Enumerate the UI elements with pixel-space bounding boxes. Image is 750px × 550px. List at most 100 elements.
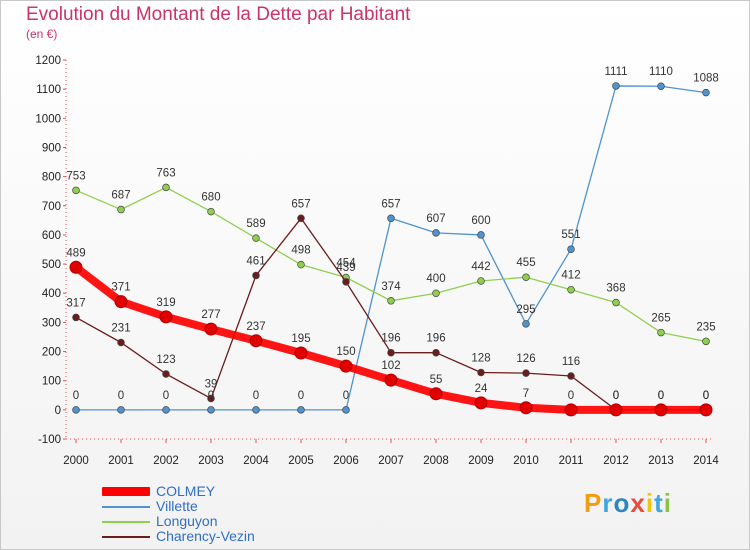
- data-label-colmey: 371: [111, 282, 130, 294]
- data-label-charency-vezin: 657: [291, 198, 310, 210]
- data-label-charency-vezin: 317: [66, 297, 85, 309]
- data-label-charency-vezin: 439: [336, 262, 355, 274]
- data-point-colmey: [564, 403, 578, 417]
- data-label-villette: 0: [208, 390, 214, 402]
- data-label-colmey: 0: [568, 390, 574, 402]
- x-tick-label: 2001: [108, 455, 134, 467]
- chart-subtitle: (en €): [26, 27, 58, 41]
- data-label-colmey: 277: [201, 309, 220, 321]
- data-label-villette: 1110: [649, 66, 673, 78]
- logo-letter: o: [613, 488, 631, 518]
- data-point-villette: [72, 406, 80, 414]
- data-point-colmey: [249, 334, 263, 348]
- legend-item-colmey[interactable]: COLMEY: [102, 484, 255, 499]
- data-label-villette: 1088: [693, 73, 719, 85]
- y-tick-label: 1100: [36, 84, 61, 96]
- data-label-charency-vezin: 0: [613, 390, 619, 402]
- data-label-charency-vezin: 196: [381, 333, 400, 345]
- data-point-colmey: [204, 322, 218, 336]
- data-point-charency-vezin: [207, 394, 215, 403]
- data-point-charency-vezin: [252, 271, 260, 280]
- y-tick-label: 500: [42, 259, 61, 271]
- data-label-charency-vezin: 116: [562, 356, 580, 368]
- data-label-longuyon: 763: [156, 167, 175, 179]
- data-point-charency-vezin: [342, 278, 350, 286]
- data-label-villette: 0: [163, 390, 169, 402]
- data-point-colmey: [339, 359, 353, 373]
- x-tick-label: 2008: [423, 455, 449, 467]
- data-label-villette: 0: [118, 390, 124, 402]
- data-label-longuyon: 265: [651, 313, 670, 325]
- data-point-longuyon: [522, 273, 530, 281]
- data-label-longuyon: 455: [516, 257, 535, 269]
- data-point-colmey: [654, 403, 668, 417]
- legend-swatch-colmey: [102, 487, 150, 496]
- data-label-longuyon: 412: [561, 270, 580, 282]
- data-point-charency-vezin: [162, 370, 170, 378]
- y-tick-label: 200: [42, 347, 61, 359]
- y-tick-label: -100: [38, 434, 61, 446]
- legend-label-longuyon: Longuyon: [156, 513, 218, 529]
- legend-item-longuyon[interactable]: Longuyon: [102, 514, 255, 529]
- data-point-villette: [117, 406, 125, 414]
- data-point-longuyon: [72, 186, 80, 195]
- data-label-colmey: 237: [246, 321, 265, 333]
- legend: COLMEY Villette Longuyon Charency-Vezin: [102, 484, 255, 544]
- legend-swatch-villette: [102, 505, 150, 508]
- legend-item-charency-vezin[interactable]: Charency-Vezin: [102, 529, 255, 544]
- data-point-villette: [162, 406, 170, 414]
- data-point-colmey: [294, 346, 308, 360]
- data-label-charency-vezin: 461: [246, 255, 265, 267]
- data-point-colmey: [474, 396, 488, 410]
- data-label-villette: 657: [381, 198, 400, 210]
- data-point-villette: [387, 214, 395, 223]
- y-tick-label: 300: [42, 317, 61, 329]
- data-point-colmey: [384, 373, 398, 387]
- logo-letter: r: [602, 488, 614, 518]
- data-label-charency-vezin: 196: [426, 333, 445, 345]
- data-label-colmey: 195: [291, 333, 310, 345]
- data-point-longuyon: [252, 234, 260, 242]
- logo-letter: P: [584, 488, 603, 518]
- x-tick-label: 2006: [333, 455, 359, 467]
- data-label-villette: 0: [253, 390, 259, 402]
- y-tick-label: 700: [42, 201, 61, 213]
- x-tick-label: 2013: [648, 455, 674, 467]
- data-point-villette: [252, 406, 260, 414]
- data-label-charency-vezin: 126: [516, 353, 535, 365]
- data-point-charency-vezin: [567, 372, 575, 380]
- data-label-colmey: 0: [613, 390, 619, 402]
- x-tick-label: 2012: [603, 455, 629, 467]
- x-tick-label: 2002: [153, 455, 179, 467]
- data-label-colmey: 0: [703, 390, 709, 402]
- legend-item-villette[interactable]: Villette: [102, 499, 255, 514]
- x-tick-label: 2014: [693, 455, 719, 467]
- data-label-longuyon: 687: [111, 190, 130, 202]
- data-point-longuyon: [117, 205, 125, 214]
- data-label-longuyon: 454: [336, 257, 356, 269]
- data-label-villette: 0: [343, 390, 349, 402]
- data-label-villette: 0: [298, 390, 304, 402]
- legend-label-charency-vezin: Charency-Vezin: [156, 528, 255, 544]
- data-label-longuyon: 753: [66, 170, 85, 182]
- data-label-longuyon: 400: [426, 273, 445, 285]
- x-tick-label: 2007: [378, 455, 404, 467]
- legend-swatch-longuyon: [102, 520, 150, 523]
- data-label-colmey: 102: [381, 360, 400, 372]
- data-label-longuyon: 374: [381, 281, 401, 293]
- data-point-longuyon: [702, 337, 710, 346]
- y-tick-label: 600: [42, 230, 61, 242]
- logo-letter: t: [654, 488, 664, 518]
- data-point-colmey: [159, 310, 173, 324]
- data-label-colmey: 319: [156, 297, 175, 309]
- data-point-charency-vezin: [522, 369, 530, 377]
- proxiti-logo: Proxiti: [584, 488, 672, 519]
- data-point-villette: [657, 82, 665, 90]
- data-point-colmey: [114, 295, 128, 309]
- data-point-villette: [342, 406, 350, 414]
- x-tick-label: 2003: [198, 455, 224, 467]
- data-label-colmey: 489: [66, 247, 85, 259]
- data-point-longuyon: [657, 328, 665, 337]
